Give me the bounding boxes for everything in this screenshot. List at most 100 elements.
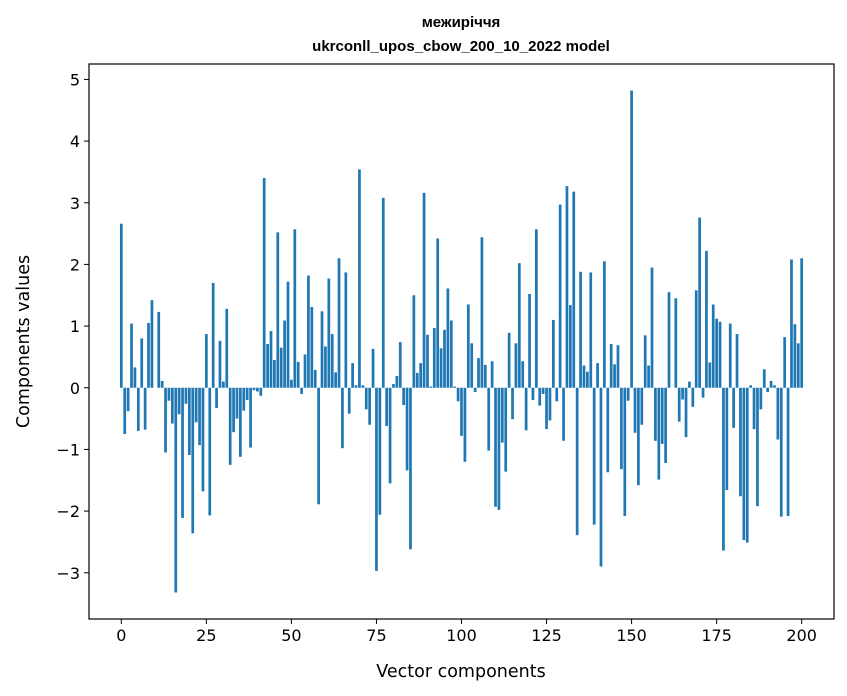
bar bbox=[273, 360, 276, 388]
bar bbox=[783, 337, 787, 388]
bar bbox=[225, 308, 229, 388]
bar bbox=[504, 387, 508, 472]
bar bbox=[337, 258, 341, 388]
y-tick-label: 0 bbox=[70, 379, 80, 398]
bar bbox=[426, 334, 429, 388]
bar bbox=[698, 217, 701, 388]
x-tick-label: 200 bbox=[786, 626, 817, 645]
bar bbox=[347, 387, 351, 414]
bar bbox=[534, 229, 538, 388]
bar bbox=[385, 387, 389, 426]
bar bbox=[606, 387, 610, 473]
bar bbox=[487, 387, 491, 451]
bar bbox=[793, 324, 797, 388]
bar bbox=[405, 387, 409, 471]
bar bbox=[123, 387, 127, 434]
bar bbox=[344, 272, 348, 388]
bar bbox=[796, 343, 800, 388]
bar bbox=[388, 387, 392, 484]
x-axis-ticks: 0 25 50 75 100 125 150 175 200 bbox=[116, 619, 817, 645]
bar bbox=[320, 311, 324, 388]
x-tick-label: 150 bbox=[616, 626, 647, 645]
bar bbox=[497, 387, 501, 510]
bar bbox=[143, 387, 147, 430]
bar bbox=[208, 387, 212, 516]
bar bbox=[439, 348, 443, 388]
bar bbox=[742, 387, 746, 541]
bar bbox=[480, 237, 484, 388]
bars-group bbox=[119, 90, 804, 593]
bar bbox=[773, 385, 776, 388]
bar bbox=[187, 387, 191, 455]
bar bbox=[262, 178, 266, 388]
bar bbox=[432, 327, 436, 388]
bar bbox=[473, 387, 477, 393]
bar bbox=[130, 323, 133, 388]
bar bbox=[283, 320, 286, 388]
bar bbox=[643, 335, 647, 388]
bar bbox=[762, 369, 766, 388]
bar bbox=[170, 387, 174, 424]
bar bbox=[613, 364, 616, 388]
bar bbox=[470, 343, 474, 388]
bar bbox=[160, 380, 164, 388]
bar bbox=[419, 363, 423, 388]
bar bbox=[589, 272, 593, 388]
bar bbox=[650, 267, 654, 388]
bar bbox=[674, 298, 678, 388]
bar bbox=[507, 332, 511, 388]
bar bbox=[494, 387, 497, 507]
bar bbox=[483, 364, 487, 388]
bar bbox=[579, 271, 582, 388]
bar bbox=[490, 361, 494, 388]
bar bbox=[191, 387, 195, 534]
bar bbox=[443, 329, 446, 388]
bar bbox=[633, 387, 637, 433]
bar bbox=[545, 387, 548, 430]
bar bbox=[222, 381, 225, 388]
x-tick-label: 100 bbox=[446, 626, 477, 645]
bar bbox=[548, 387, 552, 421]
bar bbox=[800, 258, 804, 388]
bar bbox=[500, 387, 504, 443]
bar bbox=[303, 354, 307, 388]
bar bbox=[157, 311, 161, 388]
bar bbox=[711, 304, 715, 388]
bar bbox=[313, 369, 317, 388]
bar bbox=[756, 387, 759, 507]
bar bbox=[626, 387, 630, 401]
bar bbox=[769, 380, 773, 388]
bar bbox=[412, 295, 416, 388]
bar bbox=[715, 318, 718, 388]
bar bbox=[415, 372, 419, 388]
bar bbox=[395, 376, 399, 388]
bar bbox=[174, 387, 178, 593]
bar bbox=[290, 379, 293, 388]
bar bbox=[654, 387, 657, 441]
bar bbox=[409, 387, 412, 550]
bar bbox=[276, 232, 280, 388]
bar bbox=[647, 365, 650, 388]
bar bbox=[538, 387, 542, 406]
bar bbox=[449, 320, 453, 388]
chart-subtitle: ukrconll_upos_cbow_200_10_2022 model bbox=[312, 38, 610, 55]
y-tick-label: 4 bbox=[70, 132, 80, 151]
plot-frame bbox=[88, 63, 835, 620]
bar bbox=[630, 90, 633, 388]
bar bbox=[429, 386, 433, 388]
bar bbox=[150, 300, 154, 388]
bar bbox=[694, 290, 698, 388]
bar bbox=[211, 282, 215, 388]
bar bbox=[242, 387, 246, 411]
bar bbox=[569, 305, 572, 388]
bar bbox=[728, 323, 732, 388]
bar bbox=[235, 387, 239, 419]
bar bbox=[725, 387, 729, 491]
bar bbox=[558, 204, 562, 388]
y-tick-label: 1 bbox=[70, 317, 80, 336]
bar bbox=[708, 362, 712, 388]
bar bbox=[456, 387, 460, 402]
bar bbox=[218, 340, 222, 388]
bar bbox=[779, 387, 783, 517]
